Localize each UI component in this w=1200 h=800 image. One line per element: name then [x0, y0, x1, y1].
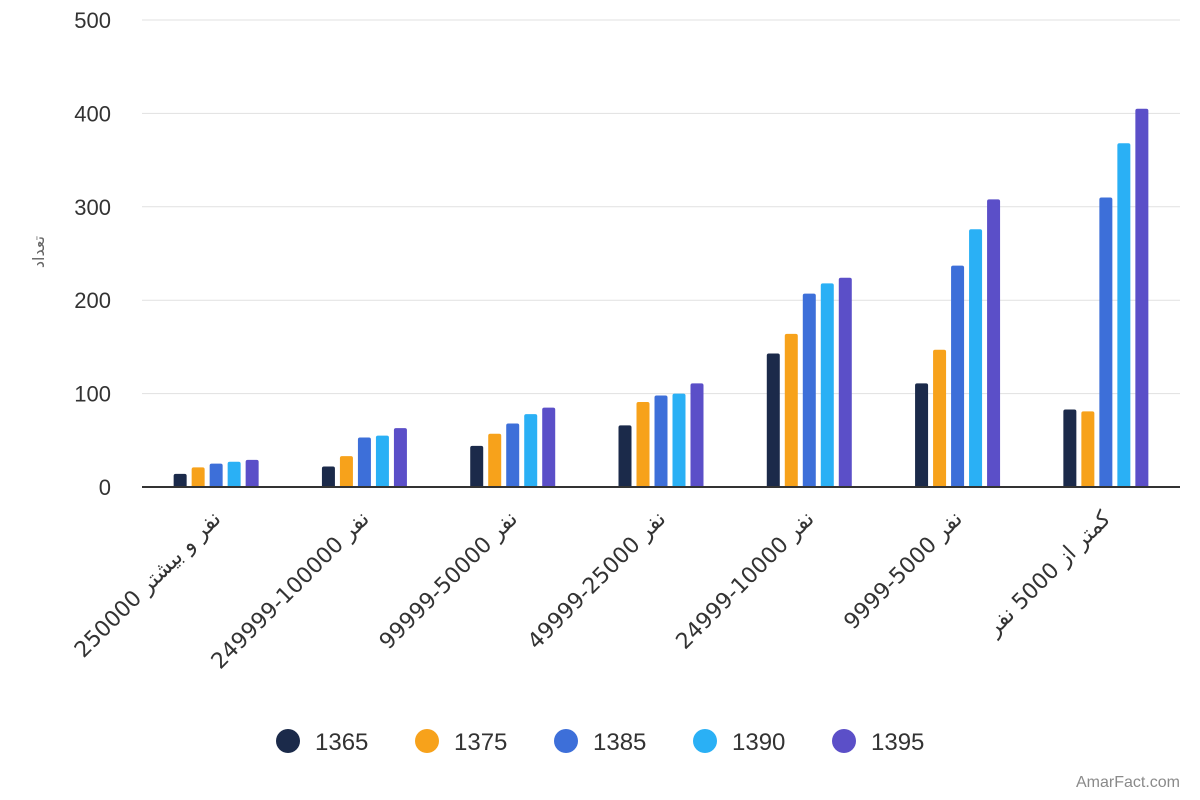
bar-1375-5[interactable]: [933, 349, 947, 487]
x-category-label: 249999-100000 نفر: [207, 507, 375, 675]
legend-item-1375[interactable]: 1375: [415, 729, 507, 756]
bar-1385-4[interactable]: [802, 293, 816, 487]
legend-marker: [832, 729, 856, 753]
y-axis-title: تعداد: [29, 236, 48, 268]
y-tick-label: 200: [74, 288, 111, 313]
bars: [173, 108, 1149, 487]
legend-label: 1385: [593, 729, 646, 756]
legend-item-1390[interactable]: 1390: [693, 729, 785, 756]
legend-item-1365[interactable]: 1365: [276, 729, 368, 756]
bar-1390-4[interactable]: [820, 283, 834, 487]
gridlines: [142, 19, 1180, 395]
bar-1385-5[interactable]: [951, 265, 965, 487]
y-tick-label: 400: [74, 101, 111, 126]
y-tick-label: 500: [74, 8, 111, 33]
legend-marker: [554, 729, 578, 753]
y-tick-label: 300: [74, 195, 111, 220]
x-category-label: 9999-5000 نفر: [840, 507, 968, 635]
bar-1375-1[interactable]: [339, 456, 353, 487]
bar-1365-6[interactable]: [1063, 409, 1077, 487]
bar-1375-3[interactable]: [636, 402, 650, 487]
bar-1385-1[interactable]: [357, 437, 371, 487]
bar-1395-1[interactable]: [393, 428, 407, 487]
bar-1365-2[interactable]: [470, 445, 484, 487]
y-axis-ticks: 0 100 200 300 400 500: [74, 8, 111, 500]
x-category-label: کمتر از 5000 نفر: [981, 506, 1116, 641]
legend-marker: [693, 729, 717, 753]
bar-1390-0[interactable]: [227, 461, 241, 487]
legend-item-1385[interactable]: 1385: [554, 729, 646, 756]
legend-marker: [276, 729, 300, 753]
bar-1385-0[interactable]: [209, 463, 223, 487]
bar-1385-6[interactable]: [1099, 197, 1113, 487]
bar-1385-3[interactable]: [654, 395, 668, 487]
legend-label: 1375: [454, 729, 507, 756]
bar-1365-0[interactable]: [173, 473, 187, 487]
legend-label: 1395: [871, 729, 924, 756]
bar-1375-6[interactable]: [1081, 411, 1095, 487]
bar-1365-1[interactable]: [321, 466, 335, 487]
bar-1365-4[interactable]: [766, 353, 780, 487]
watermark-text: AmarFact.com: [1075, 774, 1180, 791]
bar-1395-6[interactable]: [1135, 108, 1149, 487]
bar-1390-6[interactable]: [1117, 143, 1131, 487]
bar-1375-0[interactable]: [191, 467, 205, 487]
bar-1390-3[interactable]: [672, 393, 686, 487]
bar-1390-5[interactable]: [969, 229, 983, 487]
bar-1395-2[interactable]: [542, 407, 556, 487]
bar-1390-2[interactable]: [524, 414, 538, 487]
x-category-label: 250000 نفر و بیشتر: [70, 507, 226, 663]
bar-1395-3[interactable]: [690, 383, 704, 487]
bar-1395-0[interactable]: [245, 459, 259, 487]
x-category-label: 99999-50000 نفر: [375, 507, 523, 655]
y-tick-label: 0: [99, 475, 111, 500]
bar-1365-5[interactable]: [915, 383, 929, 487]
legend[interactable]: 1365 1375 1385 1390 1395: [276, 729, 924, 756]
legend-item-1395[interactable]: 1395: [832, 729, 924, 756]
y-tick-label: 100: [74, 382, 111, 407]
legend-label: 1365: [315, 729, 368, 756]
bar-1395-5[interactable]: [987, 199, 1001, 487]
bar-1375-2[interactable]: [488, 433, 502, 487]
bar-1385-2[interactable]: [506, 423, 520, 487]
bar-1395-4[interactable]: [838, 277, 852, 487]
x-category-label: 24999-10000 نفر: [672, 507, 820, 655]
bar-1375-4[interactable]: [784, 333, 798, 487]
x-category-label: 49999-25000 نفر: [523, 507, 671, 655]
legend-label: 1390: [732, 729, 785, 756]
legend-marker: [415, 729, 439, 753]
bar-1390-1[interactable]: [375, 435, 389, 487]
bar-1365-3[interactable]: [618, 425, 632, 487]
